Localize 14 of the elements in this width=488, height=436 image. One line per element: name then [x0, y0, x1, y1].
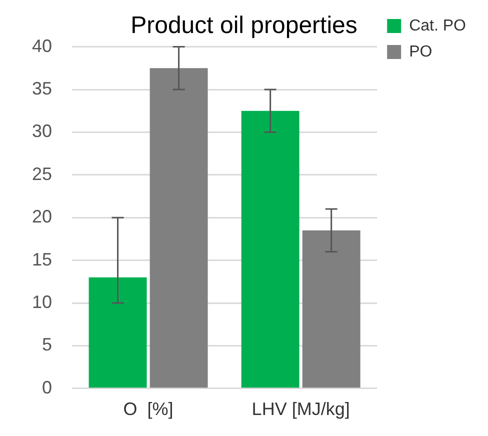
y-tick-label: 30	[32, 121, 52, 142]
chart-title: Product oil properties	[130, 12, 358, 40]
legend-label: PO	[409, 43, 432, 60]
y-tick-label: 40	[32, 36, 52, 56]
y-tick-label: 5	[42, 334, 52, 355]
legend-label: Cat. PO	[409, 17, 466, 34]
y-tick-label: 0	[42, 377, 52, 398]
x-tick-label: LHV [MJ/kg]	[252, 399, 350, 420]
y-tick-label: 35	[32, 78, 52, 98]
y-tick-label: 20	[32, 206, 52, 227]
x-tick-label: O [%]	[123, 399, 174, 420]
y-tick-label: 10	[32, 292, 52, 312]
y-tick-label: 15	[32, 249, 52, 270]
y-tick-label: 25	[32, 164, 52, 184]
